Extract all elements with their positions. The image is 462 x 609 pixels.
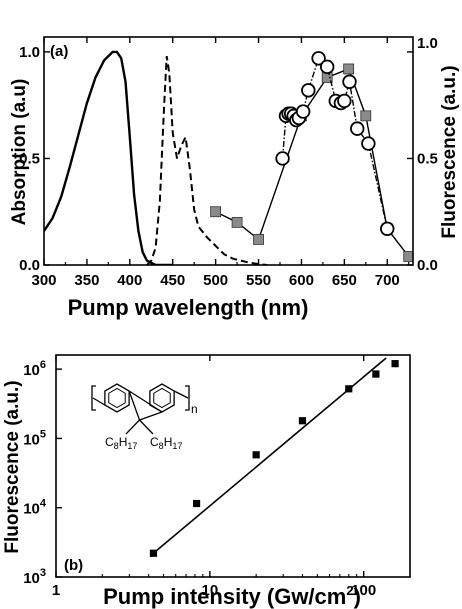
y2-tick-label: 0.0 [417,257,438,274]
octyl-label-left: C8H17 [105,435,137,451]
circle-marker [275,151,290,166]
x-tick-label: 350 [74,272,99,289]
circle-marker [342,74,357,89]
y-tick-label: 105 [23,428,46,448]
square-marker [231,216,243,228]
y-axis-label: Absorption (a.u) [9,79,30,226]
data-point [192,499,201,508]
x-tick-label: 650 [332,272,357,289]
y-tick-label: 104 [23,498,47,518]
panel-a: 300 350 400 450 500 550 600 650 700 0.0 0.5 1.0 0.0 0… [9,35,460,320]
square-marker [360,110,372,122]
x-tick-label: 400 [117,272,142,289]
y-tick-label: 0.5 [19,150,40,167]
panel-label: (a) [50,43,68,60]
x-tick-label: 1 [52,582,60,599]
alkyl-bond-left [125,419,140,435]
y-tick-label: 1.0 [19,44,40,61]
x-tick-label: 450 [160,272,185,289]
y2-tick-label: 1.0 [417,35,438,52]
polyfluorene-structure: C8H17 C8H17 n [91,383,198,451]
five-ring-bond [139,411,163,421]
circle-marker [295,104,311,119]
circle-marker [319,59,335,75]
plot-frame [55,354,411,578]
aromatic-inner-left [108,387,126,409]
chain-bond-right [173,390,189,399]
square-marker [210,206,222,218]
circle-marker [361,136,376,151]
y2-tick-label: 0.5 [417,150,438,167]
circle-marker [350,121,365,136]
series-line-squares-line [215,68,410,257]
panel-label: (b) [64,557,83,574]
chain-bond-left [92,397,106,406]
data-point [372,370,380,378]
x-tick-label: 550 [246,272,271,289]
data-point [149,549,158,557]
y-tick-label: 103 [23,567,46,587]
series-solid-line [44,50,173,265]
square-marker [343,63,355,75]
data-point [252,451,260,459]
circle-marker [311,51,326,66]
ring-bridge-bond [128,390,163,413]
x-axis-label: Pump intensity (Gw/cm2) [103,583,361,609]
y-axis-label: Fluorescence (a.u.) [2,380,23,553]
square-marker [253,234,264,245]
x-axis-label: Pump wavelength (nm) [68,295,309,320]
x-tick-label: 500 [203,272,228,289]
alkyl-bond-right [139,419,154,435]
square-marker [403,251,413,262]
data-point [391,360,399,368]
plot-frame [43,36,414,266]
series-dashed-line [146,56,268,265]
x-tick-label: 100 [351,582,376,599]
x-tick-label: 700 [375,272,400,289]
repeat-unit-n: n [191,402,198,416]
circle-marker [337,93,352,109]
x-tick-label: 300 [31,272,56,289]
circle-marker [301,83,316,98]
aromatic-inner-right [153,387,171,409]
x-tick-label: 600 [289,272,314,289]
octyl-label-right: C8H17 [150,435,182,451]
y-tick-label: 0.0 [19,257,40,274]
data-point [345,385,353,393]
bracket-right [185,385,190,411]
five-ring-bond [128,390,141,421]
x-tick-label: 10 [202,582,219,599]
y2-axis-label: Fluorescence (a.u.) [439,65,460,238]
bracket-left [91,385,96,411]
data-point [298,417,307,425]
y-tick-label: 106 [23,359,46,379]
circle-marker [380,221,395,236]
panel-b: 1 10 100 103 104 105 106 (b) Pump intensity (Gw/… [2,354,411,609]
